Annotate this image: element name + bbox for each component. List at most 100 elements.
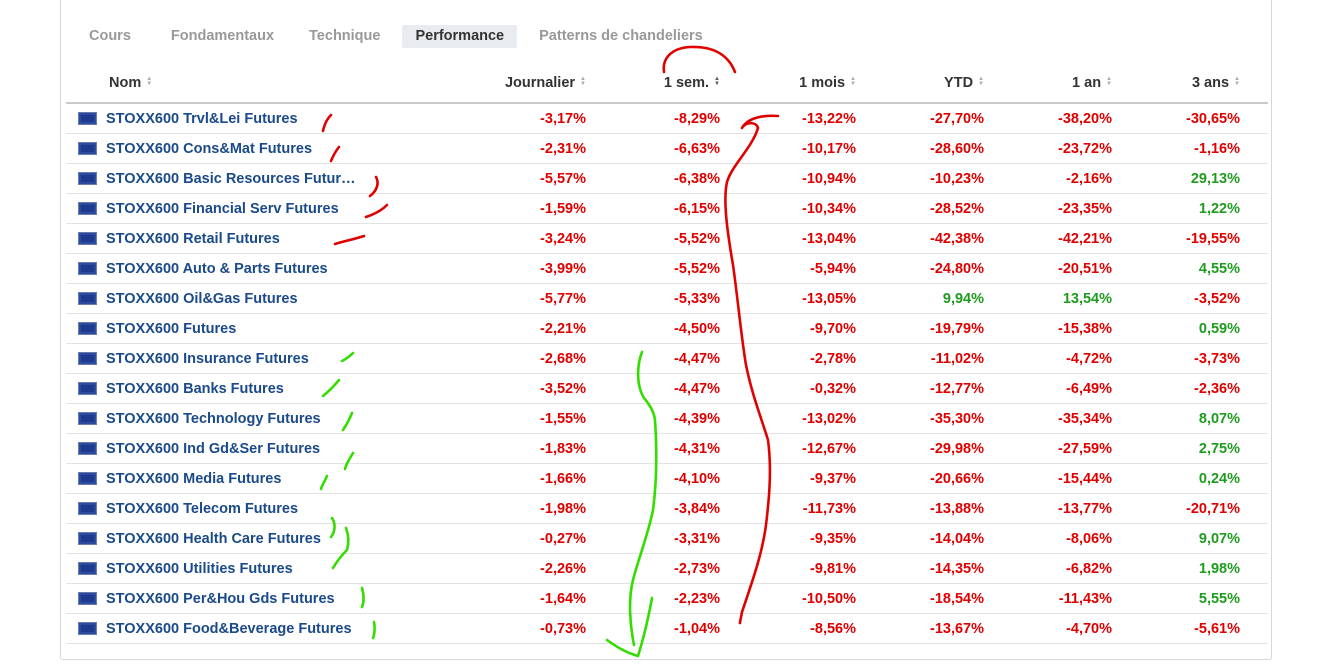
instrument-name-cell: STOXX600 Per&Hou Gds Futures — [106, 583, 396, 614]
instrument-link[interactable]: STOXX600 Telecom Futures — [106, 500, 299, 517]
row-spacer — [1240, 523, 1268, 554]
value-1-an: -20,51% — [984, 253, 1112, 284]
instrument-link[interactable]: STOXX600 Food&Beverage Futures — [106, 620, 352, 637]
value-journalier: -5,77% — [396, 283, 586, 314]
row-spacer — [1240, 223, 1268, 254]
value-ytd: -29,98% — [856, 433, 984, 464]
value-1-mois: -10,94% — [720, 163, 856, 194]
value-ytd: -28,52% — [856, 193, 984, 224]
column-header-ytd[interactable]: YTD ▲ ▼ — [856, 64, 984, 104]
value-1-sem: -1,04% — [586, 613, 720, 644]
instrument-link[interactable]: STOXX600 Banks Futures — [106, 380, 284, 397]
value-1-an: -8,06% — [984, 523, 1112, 554]
value-3-ans: -19,55% — [1112, 223, 1240, 254]
value-1-sem: -5,33% — [586, 283, 720, 314]
value-1-sem: -3,31% — [586, 523, 720, 554]
value-3-ans: 29,13% — [1112, 163, 1240, 194]
flag-cell — [66, 253, 106, 284]
table-row: STOXX600 Auto & Parts Futures -3,99% -5,52… — [66, 253, 1268, 284]
tab-patterns-de-chandeliers[interactable]: Patterns de chandeliers — [539, 28, 703, 44]
eu-flag-icon — [78, 142, 97, 156]
eu-flag-icon — [78, 322, 97, 336]
performance-table: Nom ▲ ▼ Journalier ▲ ▼ 1 sem. ▲ ▼ 1 mois ▲ ▼ YTD… — [66, 64, 1268, 644]
value-1-sem: -4,47% — [586, 373, 720, 404]
column-header-1-sem[interactable]: 1 sem. ▲ ▼ — [586, 64, 720, 104]
value-journalier: -3,24% — [396, 223, 586, 254]
column-header-label: 1 sem. — [663, 75, 710, 91]
value-1-sem: -2,73% — [586, 553, 720, 584]
instrument-link[interactable]: STOXX600 Utilities Futures — [106, 560, 293, 577]
instrument-link[interactable]: STOXX600 Per&Hou Gds Futures — [106, 590, 335, 607]
value-1-mois: -9,35% — [720, 523, 856, 554]
value-journalier: -1,64% — [396, 583, 586, 614]
flag-cell — [66, 553, 106, 584]
value-ytd: -12,77% — [856, 373, 984, 404]
column-header-journalier[interactable]: Journalier ▲ ▼ — [396, 64, 586, 104]
column-header-label: 1 an — [1072, 75, 1102, 91]
instrument-link[interactable]: STOXX600 Insurance Futures — [106, 350, 309, 367]
table-row: STOXX600 Trvl&Lei Futures -3,17% -8,29% -13… — [66, 103, 1268, 134]
tab-cours[interactable]: Cours — [89, 28, 131, 44]
value-1-sem: -3,84% — [586, 493, 720, 524]
instrument-link[interactable]: STOXX600 Technology Futures — [106, 410, 321, 427]
value-1-mois: -0,32% — [720, 373, 856, 404]
instrument-link[interactable]: STOXX600 Cons&Mat Futures — [106, 140, 313, 157]
flag-cell — [66, 283, 106, 314]
table-row: STOXX600 Insurance Futures -2,68% -4,47% -2… — [66, 343, 1268, 374]
instrument-link[interactable]: STOXX600 Financial Serv Futures — [106, 200, 339, 217]
value-ytd: -14,04% — [856, 523, 984, 554]
eu-flag-icon — [78, 442, 97, 456]
column-header-label: 3 ans — [1191, 75, 1230, 91]
column-header-3-ans[interactable]: 3 ans ▲ ▼ — [1112, 64, 1240, 104]
table-row: STOXX600 Utilities Futures -2,26% -2,73% -9… — [66, 553, 1268, 584]
value-3-ans: -3,73% — [1112, 343, 1240, 374]
flag-cell — [66, 373, 106, 404]
value-ytd: -24,80% — [856, 253, 984, 284]
value-journalier: -1,98% — [396, 493, 586, 524]
column-header-nom[interactable]: Nom ▲ ▼ — [66, 64, 396, 104]
table-row: STOXX600 Per&Hou Gds Futures -1,64% -2,23%… — [66, 583, 1268, 614]
instrument-link[interactable]: STOXX600 Trvl&Lei Futures — [106, 110, 298, 127]
instrument-link[interactable]: STOXX600 Futures — [106, 320, 237, 337]
table-row: STOXX600 Futures -2,21% -4,50% -9,70% -19,79… — [66, 313, 1268, 344]
tab-performance[interactable]: Performance — [402, 25, 518, 48]
instrument-link[interactable]: STOXX600 Oil&Gas Futures — [106, 290, 298, 307]
performance-panel: Cours Fondamentaux Technique Performance… — [60, 0, 1272, 660]
value-ytd: -35,30% — [856, 403, 984, 434]
column-header-1-an[interactable]: 1 an ▲ ▼ — [984, 64, 1112, 104]
instrument-link[interactable]: STOXX600 Basic Resources Futur… — [106, 170, 356, 187]
value-journalier: -5,57% — [396, 163, 586, 194]
value-journalier: -3,52% — [396, 373, 586, 404]
instrument-link[interactable]: STOXX600 Auto & Parts Futures — [106, 260, 328, 277]
value-1-an: -4,72% — [984, 343, 1112, 374]
tab-fondamentaux[interactable]: Fondamentaux — [170, 28, 275, 44]
value-3-ans: 1,98% — [1112, 553, 1240, 584]
row-spacer — [1240, 613, 1268, 644]
column-header-spacer — [1240, 64, 1268, 104]
instrument-link[interactable]: STOXX600 Retail Futures — [106, 230, 280, 247]
column-header-1-mois[interactable]: 1 mois ▲ ▼ — [720, 64, 856, 104]
tab-technique[interactable]: Technique — [309, 28, 381, 44]
flag-cell — [66, 613, 106, 644]
value-3-ans: -3,52% — [1112, 283, 1240, 314]
value-journalier: -0,73% — [396, 613, 586, 644]
value-1-sem: -4,50% — [586, 313, 720, 344]
sort-icon: ▲ ▼ — [978, 76, 984, 87]
instrument-link[interactable]: STOXX600 Media Futures — [106, 470, 282, 487]
row-spacer — [1240, 553, 1268, 584]
value-1-an: -38,20% — [984, 103, 1112, 134]
table-row: STOXX600 Banks Futures -3,52% -4,47% -0,32%… — [66, 373, 1268, 404]
value-journalier: -1,66% — [396, 463, 586, 494]
instrument-name-cell: STOXX600 Financial Serv Futures — [106, 193, 396, 224]
sort-icon: ▲ ▼ — [714, 76, 720, 87]
instrument-link[interactable]: STOXX600 Health Care Futures — [106, 530, 321, 547]
eu-flag-icon — [78, 532, 97, 546]
instrument-link[interactable]: STOXX600 Ind Gd&Ser Futures — [106, 440, 321, 457]
tab-bar: Cours Fondamentaux Technique Performance… — [89, 25, 725, 49]
row-spacer — [1240, 493, 1268, 524]
column-header-label: Journalier — [504, 75, 576, 91]
value-1-an: -15,44% — [984, 463, 1112, 494]
column-header-label: Nom — [109, 75, 142, 91]
eu-flag-icon — [78, 172, 97, 186]
flag-cell — [66, 523, 106, 554]
